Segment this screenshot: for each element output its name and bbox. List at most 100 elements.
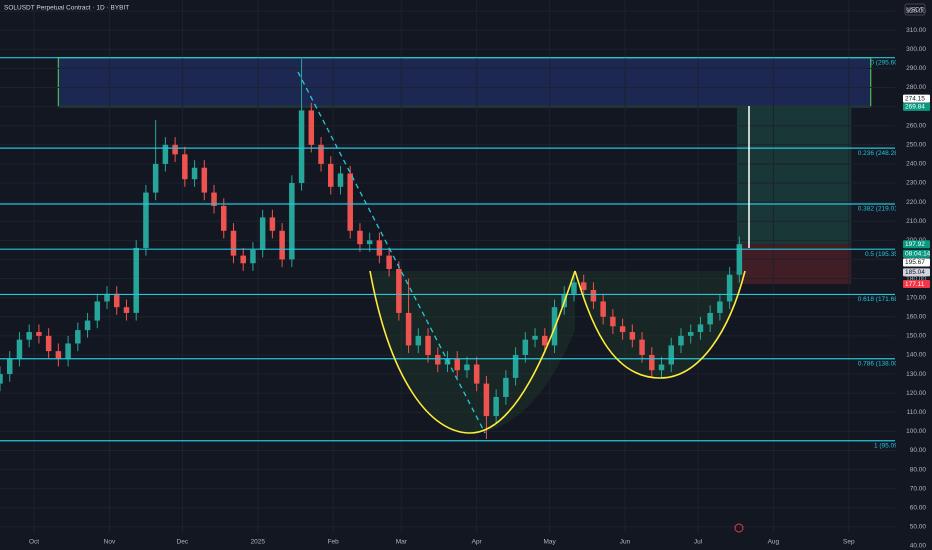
event-icon[interactable]: [734, 523, 744, 533]
fib-label: 0.382 (219.01): [858, 206, 900, 213]
candle-body: [133, 247, 139, 313]
candle-body: [668, 345, 674, 365]
candle-body: [532, 335, 538, 340]
y-tick-label: 260.00: [906, 122, 926, 129]
currency[interactable]: USDT: [906, 7, 924, 14]
candle-body: [104, 293, 110, 302]
y-tick-label: 290.00: [906, 65, 926, 72]
y-tick-label: 70.00: [910, 485, 927, 492]
candle-body: [542, 335, 548, 346]
x-tick-label: May: [544, 539, 557, 546]
zone: [57, 57, 872, 108]
y-tick-label: 130.00: [906, 371, 926, 378]
candle-body: [308, 110, 315, 145]
candle-body: [221, 205, 227, 231]
candle-body: [571, 282, 577, 294]
x-tick-label: Jul: [694, 539, 703, 546]
y-tick-label: 120.00: [906, 390, 926, 397]
time-axis: [0, 533, 932, 550]
candle-body: [483, 383, 490, 417]
candle-body: [318, 144, 324, 164]
y-tick-label: 160.00: [906, 313, 926, 320]
candle-body: [639, 339, 645, 355]
x-tick-label: Aug: [768, 539, 780, 546]
candle-body: [113, 293, 120, 308]
y-tick-label: 230.00: [906, 180, 926, 187]
fib-label: 1 (95.09): [874, 442, 900, 449]
candle-body: [600, 301, 606, 317]
y-tick-label: 140.00: [906, 352, 926, 359]
candle-body: [405, 312, 412, 346]
candle-body: [425, 335, 431, 355]
y-tick-label: 150.00: [906, 333, 926, 340]
y-tick-label: 280.00: [906, 84, 926, 91]
candle-body: [250, 249, 256, 264]
candle-body: [347, 173, 353, 231]
fib-label: 0.5 (195.35): [865, 251, 900, 258]
y-tick-label: 50.00: [910, 524, 927, 531]
price-tag: [903, 280, 930, 289]
candle-body: [697, 324, 704, 333]
fib-label: 0.618 (171.68): [858, 296, 900, 303]
candle-body: [162, 144, 169, 164]
candle-body: [26, 332, 32, 340]
candle-body: [678, 335, 684, 346]
y-tick-label: 220.00: [906, 199, 926, 206]
y-tick-label: 170.00: [906, 294, 926, 301]
x-tick-label: 2025: [251, 539, 266, 546]
x-tick-label: Oct: [29, 539, 39, 546]
candle-body: [182, 154, 188, 180]
zone: [736, 106, 852, 245]
price-tag: [903, 258, 930, 267]
currency-box[interactable]: [904, 3, 926, 16]
candle-body: [687, 332, 694, 336]
axes: 320.00310.00300.00290.00280.00270.00260.…: [29, 8, 931, 550]
candle-body: [191, 167, 198, 180]
trend-line: [297, 71, 486, 434]
price-tag-label: 177.11: [905, 281, 925, 288]
y-tick-label: 210.00: [906, 218, 926, 225]
y-tick-label: 310.00: [906, 27, 926, 34]
candle-body: [726, 274, 733, 302]
candle-body: [75, 330, 81, 344]
price-tag: [903, 268, 930, 277]
candle-body: [376, 240, 383, 256]
candle-body: [6, 358, 13, 375]
price-tag-label: 185.04: [905, 269, 925, 276]
candle-body: [707, 312, 713, 325]
candle-body: [396, 268, 402, 313]
candle-body: [454, 358, 460, 371]
candle-body: [366, 240, 373, 245]
y-tick-label: 320.00: [906, 8, 926, 15]
price-tag-label: 274.15: [905, 95, 925, 102]
candle-body: [0, 374, 3, 384]
price-tag: [903, 94, 930, 103]
fib-label: 0.236 (248.28): [858, 150, 900, 157]
candle-body: [503, 377, 509, 397]
candle-body: [337, 173, 344, 187]
candle-body: [658, 364, 665, 371]
candle-body: [649, 354, 655, 371]
zone: [736, 244, 852, 285]
y-tick-label: 250.00: [906, 142, 926, 149]
candle-body: [357, 230, 363, 245]
candle-body: [512, 354, 519, 378]
fib-label: 0 (295.60): [870, 59, 900, 66]
candle-body: [143, 192, 149, 248]
candle-body: [36, 332, 42, 336]
y-tick-label: 300.00: [906, 46, 926, 53]
candle-body: [473, 364, 480, 384]
y-tick-label: 90.00: [910, 447, 927, 454]
x-tick-label: Mar: [396, 539, 408, 546]
candle-body: [629, 332, 636, 340]
price-tag-label: 195.67: [905, 259, 925, 266]
candle-body: [279, 230, 285, 260]
candle-body: [289, 183, 295, 260]
candle-body: [65, 343, 71, 359]
cup-curve: [369, 270, 576, 434]
candle-body: [736, 244, 743, 275]
candle-body: [152, 163, 159, 193]
y-tick-label: 110.00: [907, 409, 927, 416]
